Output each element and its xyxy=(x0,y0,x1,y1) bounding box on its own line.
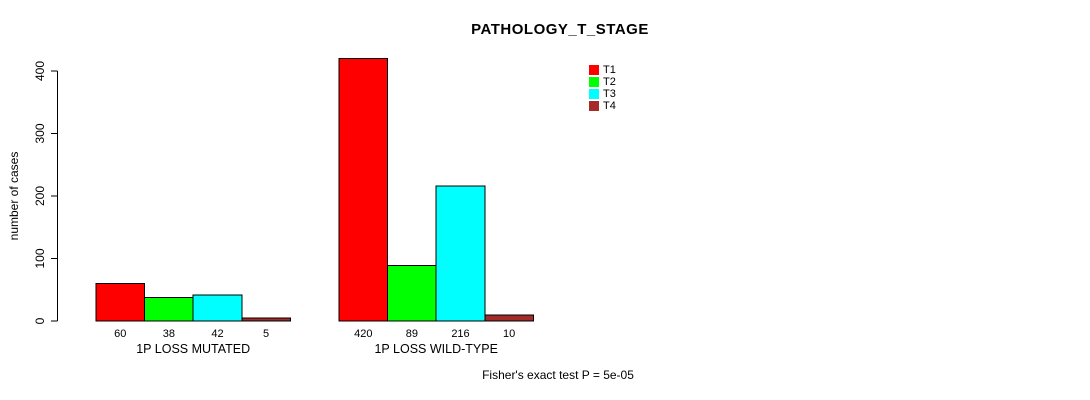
legend-label-t4: T4 xyxy=(603,100,616,112)
bar-value-label: 10 xyxy=(503,328,515,340)
bar-t3-group2 xyxy=(435,185,486,322)
bar-value-label: 42 xyxy=(211,328,223,340)
y-tick-label: 0 xyxy=(33,317,47,324)
fishers-test-annotation: Fisher's exact test P = 5e-05 xyxy=(482,368,634,382)
legend-swatch-t2 xyxy=(589,77,599,87)
bar-t1-group2 xyxy=(338,58,389,322)
legend-swatch-t1 xyxy=(589,65,599,75)
bar-value-label: 60 xyxy=(114,328,126,340)
bar-value-label: 216 xyxy=(451,328,469,340)
y-tick-label: 300 xyxy=(33,123,47,143)
legend-label-t1: T1 xyxy=(603,64,616,76)
legend-item-t1: T1 xyxy=(589,64,616,76)
bar-value-label: 38 xyxy=(163,328,175,340)
y-tick-label: 200 xyxy=(33,186,47,206)
chart-legend: T1 T2 T3 T4 xyxy=(589,64,616,112)
group-label: 1P LOSS MUTATED xyxy=(136,342,250,356)
bar-value-label: 5 xyxy=(263,328,269,340)
y-tick-label: 100 xyxy=(33,248,47,268)
y-tick-label: 400 xyxy=(33,61,47,81)
legend-swatch-t4 xyxy=(589,101,599,111)
legend-swatch-t3 xyxy=(589,89,599,99)
bar-t2-group1 xyxy=(144,296,194,322)
chart-title: PATHOLOGY_T_STAGE xyxy=(471,21,649,38)
legend-label-t3: T3 xyxy=(603,88,616,100)
legend-item-t4: T4 xyxy=(589,100,616,112)
bar-t4-group1 xyxy=(241,317,291,322)
bar-t4-group2 xyxy=(484,314,534,322)
bar-value-label: 420 xyxy=(354,328,372,340)
legend-label-t2: T2 xyxy=(603,76,616,88)
y-axis-title: number of cases xyxy=(7,152,21,241)
legend-item-t2: T2 xyxy=(589,76,616,88)
group-label: 1P LOSS WILD-TYPE xyxy=(374,342,497,356)
bar-t1-group1 xyxy=(95,283,146,322)
legend-item-t3: T3 xyxy=(589,88,616,100)
bar-t2-group2 xyxy=(387,264,437,322)
bar-value-label: 89 xyxy=(406,328,418,340)
bar-t3-group1 xyxy=(192,294,243,322)
